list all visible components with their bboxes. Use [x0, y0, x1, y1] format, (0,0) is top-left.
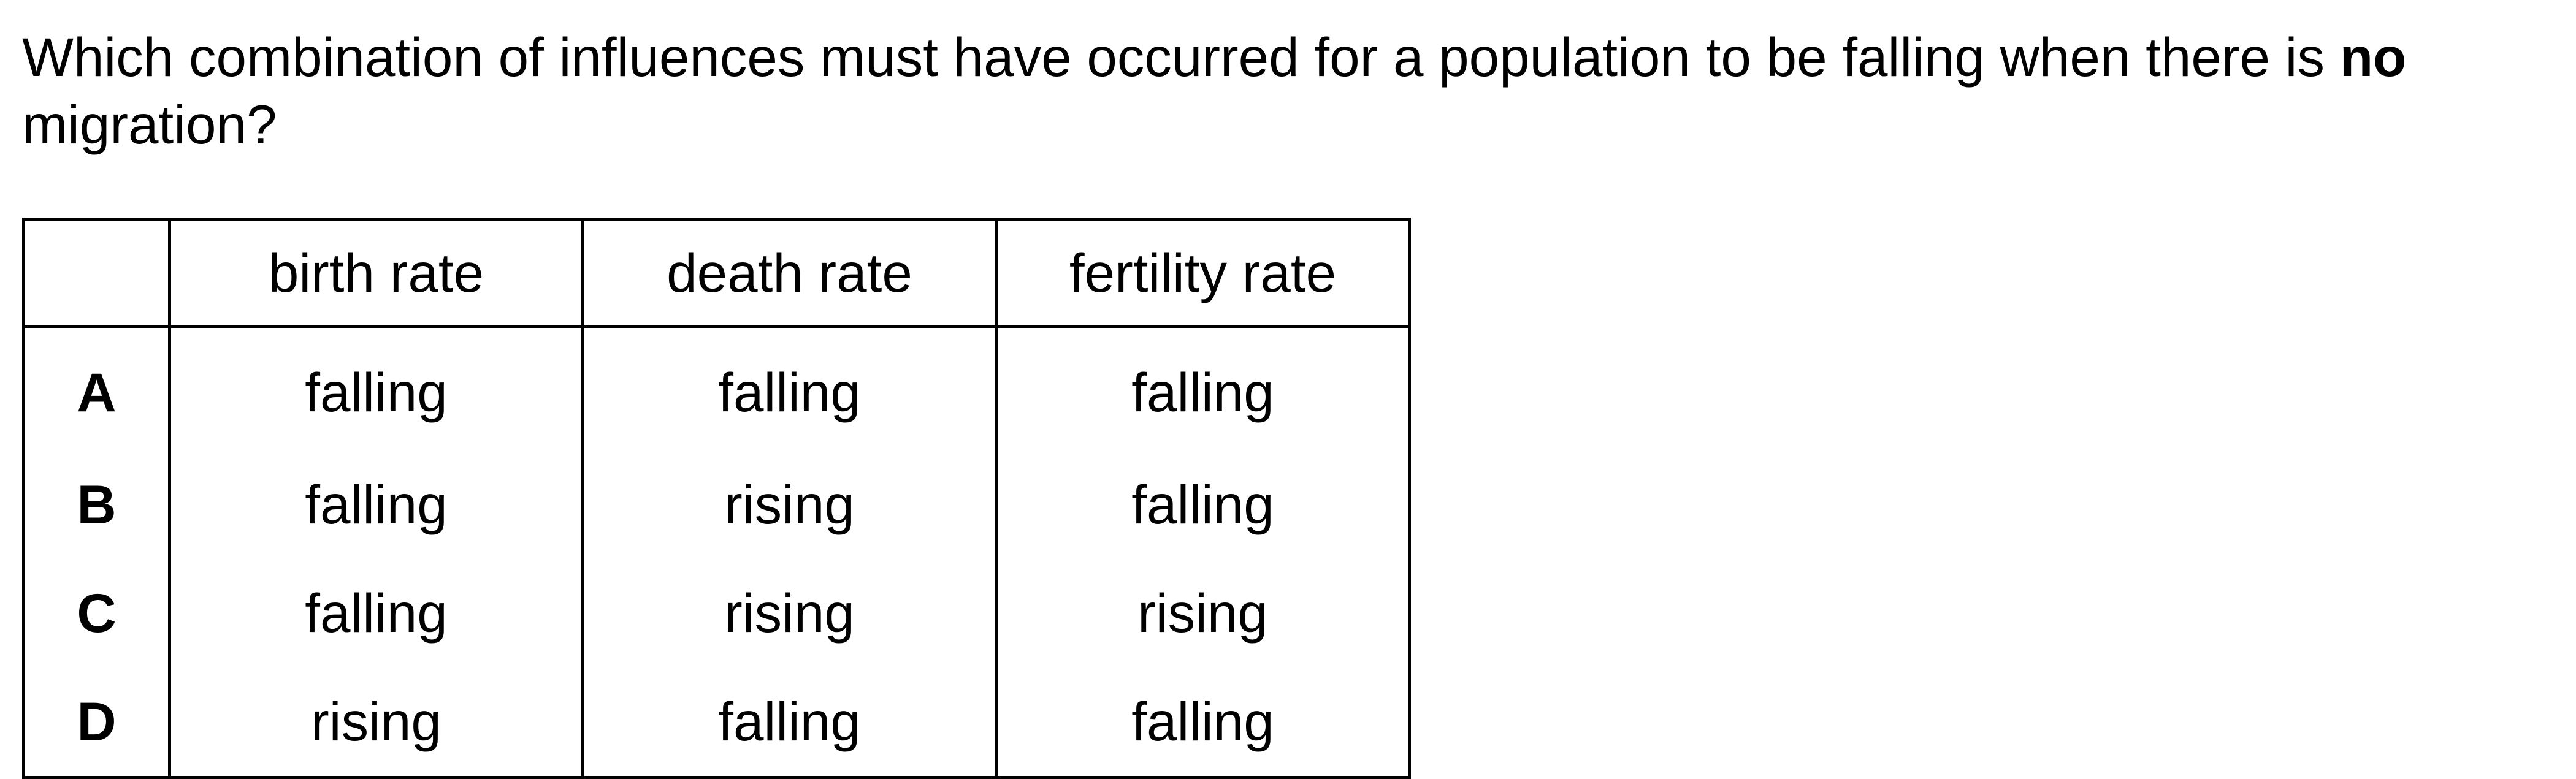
fertility-rate-cell: falling: [995, 450, 1411, 559]
option-key: A: [22, 326, 171, 450]
birth-rate-cell: falling: [168, 326, 584, 450]
option-row-c: C falling rising rising: [22, 559, 1411, 667]
table-header: birth rate death rate fertility rate: [22, 218, 1411, 328]
header-fertility-rate: fertility rate: [995, 218, 1411, 328]
header-birth-rate: birth rate: [168, 218, 584, 328]
option-row-d: D rising falling falling: [22, 667, 1411, 779]
question-text-start: Which combination of influences must hav…: [22, 26, 2340, 88]
question-text: Which combination of influences must hav…: [22, 23, 2536, 158]
death-rate-cell: falling: [581, 326, 998, 450]
option-key: C: [22, 559, 171, 667]
fertility-rate-cell: falling: [995, 667, 1411, 779]
header-death-rate: death rate: [581, 218, 998, 328]
question-emphasis: no: [2339, 26, 2407, 88]
table-body: A falling falling falling B falling risi…: [22, 326, 1411, 779]
option-row-b: B falling rising falling: [22, 450, 1411, 559]
fertility-rate-cell: rising: [995, 559, 1411, 667]
answer-options-table: birth rate death rate fertility rate A f…: [22, 218, 1411, 779]
death-rate-cell: rising: [581, 559, 998, 667]
birth-rate-cell: falling: [168, 450, 584, 559]
fertility-rate-cell: falling: [995, 326, 1411, 450]
option-key: B: [22, 450, 171, 559]
header-row: birth rate death rate fertility rate: [22, 218, 1411, 328]
option-row-a: A falling falling falling: [22, 326, 1411, 450]
death-rate-cell: rising: [581, 450, 998, 559]
birth-rate-cell: falling: [168, 559, 584, 667]
header-corner-cell: [22, 218, 171, 328]
birth-rate-cell: rising: [168, 667, 584, 779]
death-rate-cell: falling: [581, 667, 998, 779]
question-text-end: migration?: [22, 94, 277, 155]
option-key: D: [22, 667, 171, 779]
